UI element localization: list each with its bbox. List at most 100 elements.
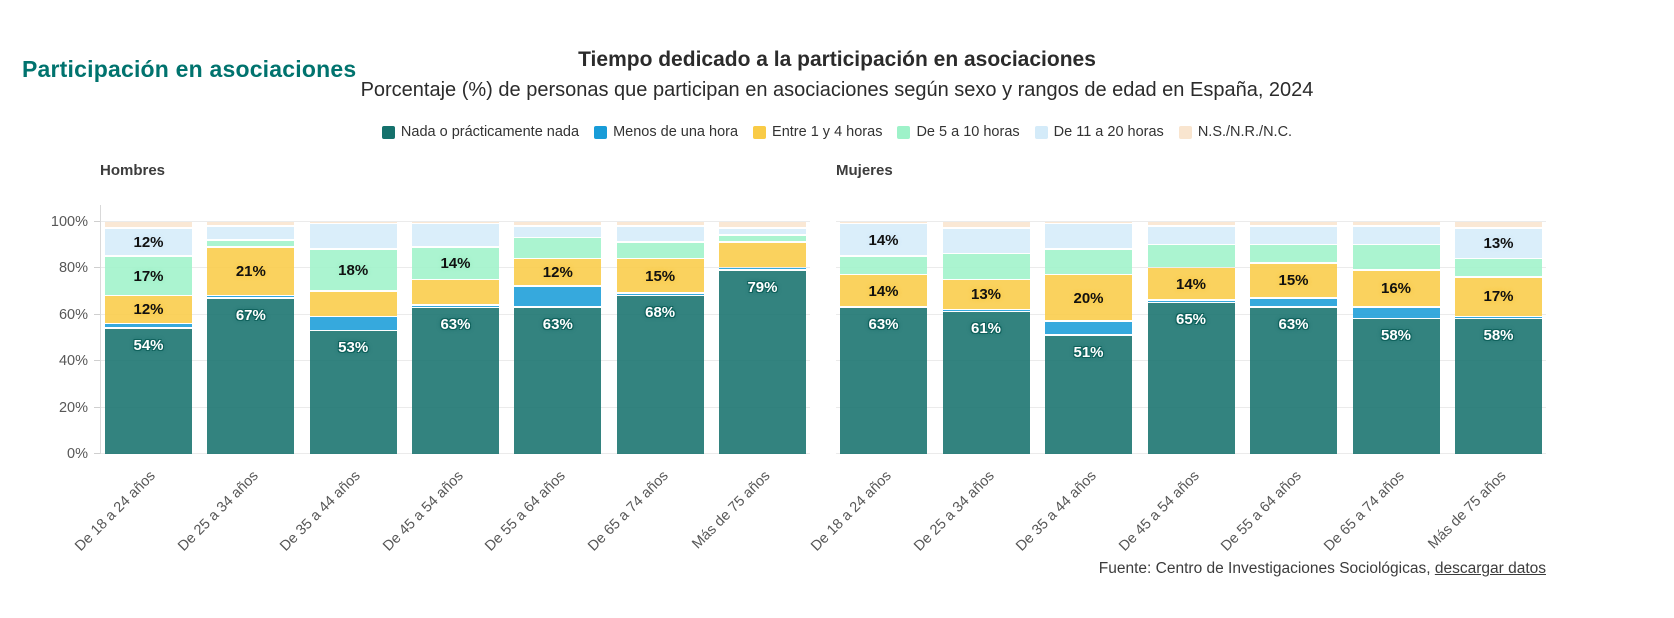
bar-segment <box>942 310 1030 311</box>
bar-segment <box>411 247 499 279</box>
y-axis-tick <box>94 453 100 454</box>
bar-segment <box>105 256 192 295</box>
bar-segment <box>718 242 806 267</box>
bar-segment <box>1352 222 1440 226</box>
bar-segment <box>1250 222 1337 226</box>
legend-label: De 5 a 10 horas <box>916 124 1020 140</box>
bar-segment <box>105 296 192 323</box>
bar-value-label: 14% <box>440 254 471 272</box>
bar-segment <box>105 222 192 228</box>
bar-segment <box>514 238 602 258</box>
x-axis-tick-label: De 18 a 24 años <box>808 468 895 555</box>
charts-area: Hombres 0% 20% 40% 60% 80% 100% 54% 12% 17% 12% 67%… <box>51 162 1546 560</box>
bar-segment <box>942 312 1030 454</box>
bar-segment <box>309 331 397 454</box>
bar-value-label: 12% <box>133 233 164 251</box>
legend: Nada o prácticamente nada Menos de una ho… <box>0 124 1674 140</box>
bar-segment <box>411 305 499 307</box>
x-slot: De 65 a 74 años <box>1321 454 1440 560</box>
bar-segment <box>1455 228 1542 258</box>
x-axis-labels: De 18 a 24 años De 25 a 34 años De 35 a 44… <box>808 454 1546 560</box>
legend-swatch-icon <box>1178 125 1192 139</box>
legend-item: Nada o prácticamente nada <box>381 124 579 140</box>
bar-segment <box>942 228 1030 253</box>
download-data-link[interactable]: descargar datos <box>1434 560 1546 577</box>
bar-value-label: 18% <box>338 261 369 279</box>
bar-segment <box>514 286 602 307</box>
bar-segment <box>207 247 295 295</box>
bar-segment <box>1045 275 1132 321</box>
bar-segment <box>1045 321 1132 335</box>
bar-mujeres-más-de-75-años: 58% 17% 13% <box>1455 222 1542 454</box>
bars-row: 63% 14% 14% 61% 13% 51% 20% 65% 14% 63% 15% 58% 16% 5… <box>836 222 1546 454</box>
x-axis-tick-label: De 18 a 24 años <box>72 468 159 555</box>
page: Participación en asociaciones Tiempo ded… <box>0 48 1674 618</box>
y-axis-tick <box>94 360 100 362</box>
legend-item: De 11 a 20 horas <box>1034 124 1164 140</box>
bar-value-label: 67% <box>235 306 266 324</box>
legend-label: Menos de una hora <box>613 124 739 140</box>
y-axis-tick <box>94 406 100 408</box>
bar-segment <box>1147 303 1235 454</box>
legend-item: N.S./N.R./N.C. <box>1178 124 1292 140</box>
bar-mujeres-de-45-a-54-años: 65% 14% <box>1147 222 1235 454</box>
bar-segment <box>1250 307 1337 454</box>
legend-label: Entre 1 y 4 horas <box>772 124 883 140</box>
bar-value-label: 14% <box>868 282 899 300</box>
bar-value-label: 51% <box>1073 343 1104 361</box>
bar-segment <box>718 222 806 228</box>
bar-value-label: 15% <box>645 267 676 285</box>
y-axis-tick <box>94 267 100 269</box>
plot-area-mujeres: 63% 14% 14% 61% 13% 51% 20% 65% 14% 63% 15% 58% 16% 5… <box>836 205 1546 454</box>
bar-segment <box>1250 245 1337 263</box>
bar-value-label: 17% <box>133 267 164 285</box>
bar-segment <box>514 222 602 226</box>
bar-segment <box>207 298 295 454</box>
bar-segment <box>942 280 1030 309</box>
bar-segment <box>1147 300 1235 302</box>
bar-segment <box>105 328 192 454</box>
bar-segment <box>1455 277 1542 316</box>
bar-segment <box>942 222 1030 228</box>
bar-value-label: 13% <box>970 286 1002 304</box>
bar-mujeres-de-65-a-74-años: 58% 16% <box>1352 222 1440 454</box>
bar-segment <box>1455 319 1542 454</box>
bar-hombres-de-25-a-34-años: 67% 21% <box>207 222 295 454</box>
bar-segment <box>1250 263 1337 298</box>
x-slot: Más de 75 años <box>1426 454 1542 560</box>
source-text: Fuente: Centro de Investigaciones Sociol… <box>1098 560 1431 577</box>
bar-segment <box>840 307 927 454</box>
bar-value-label: 53% <box>338 339 369 357</box>
bar-value-label: 63% <box>1278 315 1309 333</box>
bar-value-label: 79% <box>747 278 778 296</box>
bar-value-label: 65% <box>1175 311 1207 329</box>
bar-segment <box>1045 222 1132 223</box>
chart-subtitle: Porcentaje (%) de personas que participa… <box>360 79 1314 101</box>
bar-segment <box>718 270 806 454</box>
bar-segment <box>840 275 927 307</box>
y-axis-tick-label: 40% <box>58 353 88 370</box>
bar-segment <box>616 296 704 454</box>
bar-segment <box>411 224 499 247</box>
legend-swatch-icon <box>594 125 608 139</box>
bar-segment <box>207 240 295 247</box>
legend-swatch-icon <box>753 125 767 139</box>
bar-value-label: 16% <box>1380 280 1412 298</box>
bar-segment <box>105 324 192 328</box>
bar-segment <box>1250 298 1337 307</box>
bar-value-label: 12% <box>133 301 164 319</box>
bar-mujeres-de-25-a-34-años: 61% 13% <box>942 222 1030 454</box>
bar-value-label: 14% <box>868 231 899 249</box>
bar-segment <box>616 259 704 293</box>
bar-hombres-más-de-75-años: 79% <box>718 222 806 454</box>
bar-segment <box>942 254 1030 279</box>
bar-value-label: 63% <box>868 315 899 333</box>
bar-segment <box>616 242 704 258</box>
bar-segment <box>1352 245 1440 270</box>
panel-title-mujeres: Mujeres <box>836 162 893 179</box>
bar-hombres-de-35-a-44-años: 53% 18% <box>309 222 397 454</box>
bar-value-label: 58% <box>1483 327 1514 345</box>
legend-item: De 5 a 10 horas <box>897 124 1020 140</box>
panel-title-hombres: Hombres <box>100 162 166 179</box>
bar-segment <box>1045 224 1132 249</box>
